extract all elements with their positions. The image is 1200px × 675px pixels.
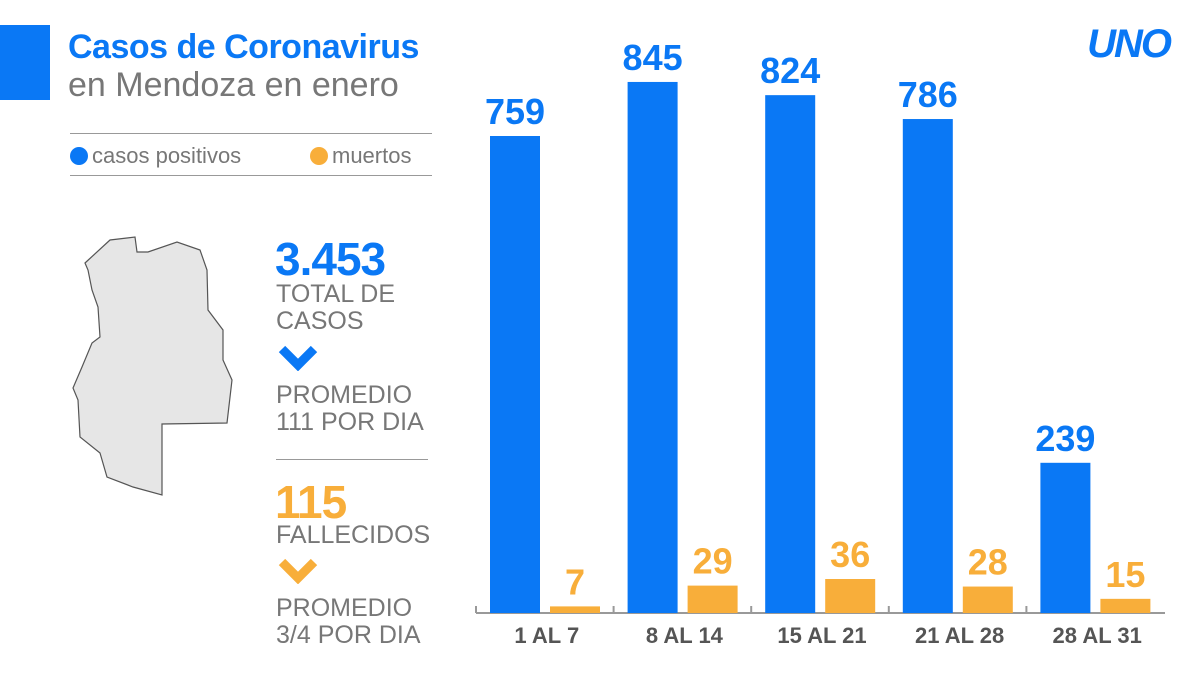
total-cases-value: 3.453 [275, 233, 386, 285]
title-accent-block [0, 25, 50, 100]
deaths-bar [687, 585, 738, 613]
cases-bar [1040, 462, 1091, 613]
cases-dot-icon [70, 147, 88, 165]
label-line: TOTAL DE [276, 280, 396, 308]
chart-title: Casos de Coronavirus [68, 28, 419, 66]
data-label: 786 [898, 74, 958, 115]
legend-divider-top [70, 133, 432, 134]
deaths-bar [550, 606, 600, 613]
chart-subtitle: en Mendoza en enero [68, 66, 399, 104]
x-tick-label: 8 AL 14 [646, 623, 724, 648]
cases-bar [490, 136, 540, 613]
avg-deaths-label: PROMEDIO 3/4 POR DIA [276, 595, 421, 649]
x-tick-label: 15 AL 21 [777, 623, 866, 648]
cases-bar [902, 119, 953, 614]
legend-label: casos positivos [92, 143, 242, 168]
deaths-bar [962, 586, 1013, 613]
label-line: CASOS [276, 307, 364, 335]
data-label: 29 [693, 541, 733, 582]
legend-label: muertos [332, 143, 412, 168]
summary-divider [276, 459, 428, 460]
x-tick-label: 1 AL 7 [514, 623, 579, 648]
data-label: 7 [565, 561, 585, 602]
x-tick-label: 28 AL 31 [1053, 623, 1142, 648]
label-line: 111 POR DIA [276, 408, 424, 436]
chevron-down-icon [278, 345, 318, 371]
deaths-label: FALLECIDOS [276, 521, 431, 549]
legend-divider-bottom [70, 175, 432, 176]
total-cases-label: TOTAL DE CASOS [276, 281, 395, 335]
deaths-dot-icon [310, 147, 328, 165]
data-label: 824 [760, 50, 820, 91]
data-label: 759 [485, 91, 545, 132]
deaths-bar [1100, 598, 1151, 613]
x-tick-label: 21 AL 28 [915, 623, 1004, 648]
data-label: 36 [830, 534, 870, 575]
mendoza-map-icon [72, 236, 233, 496]
label-line: PROMEDIO [276, 594, 413, 622]
total-deaths-value: 115 [275, 476, 347, 528]
legend-item-deaths: muertos [310, 143, 411, 169]
chevron-down-icon [278, 558, 318, 584]
avg-cases-label: PROMEDIO 111 POR DIA [276, 382, 424, 436]
cases-bar [765, 95, 816, 613]
data-label: 845 [623, 37, 683, 78]
uno-logo: UNO [1087, 22, 1172, 66]
label-line: PROMEDIO [276, 381, 413, 409]
data-label: 15 [1105, 554, 1145, 595]
label-line: 3/4 POR DIA [276, 621, 421, 649]
cases-bar [627, 81, 678, 613]
legend-item-cases: casos positivos [70, 143, 241, 169]
data-label: 28 [968, 542, 1008, 583]
deaths-bar [825, 579, 876, 613]
data-label: 239 [1035, 418, 1095, 459]
